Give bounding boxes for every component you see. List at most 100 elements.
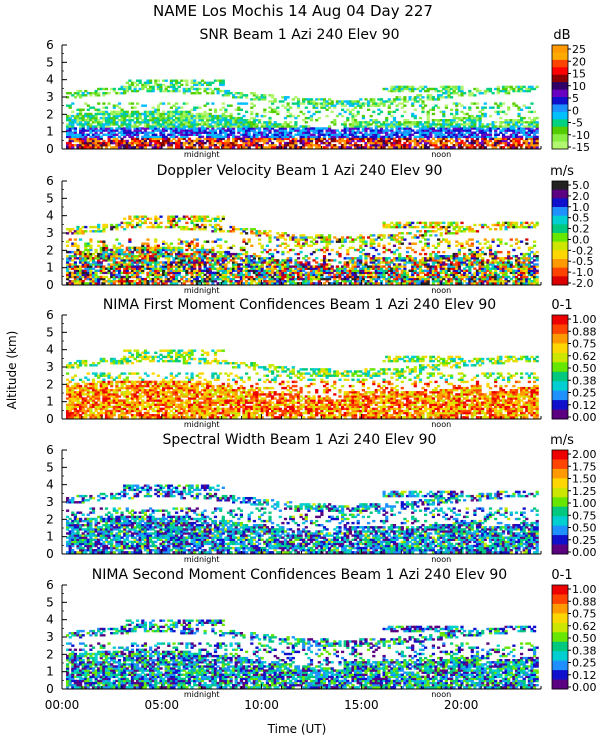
data-cell	[287, 123, 290, 125]
data-cell	[79, 238, 82, 240]
marker-noon: noon	[431, 150, 451, 159]
data-cell	[377, 134, 380, 136]
data-cell	[263, 249, 266, 251]
data-cell	[253, 121, 256, 123]
data-cell	[310, 280, 313, 282]
data-cell	[193, 268, 196, 270]
data-cell	[209, 224, 212, 226]
data-cell	[237, 132, 240, 134]
colorbar-swatch	[552, 60, 568, 68]
colorbar-swatch	[552, 97, 568, 105]
data-cell	[517, 140, 520, 142]
data-cell	[354, 134, 357, 136]
data-cell	[268, 234, 271, 236]
data-cell	[172, 259, 175, 261]
data-cell	[261, 251, 264, 253]
data-cell	[326, 100, 329, 102]
data-cell	[313, 113, 316, 115]
data-cell	[126, 226, 129, 228]
data-cell	[217, 88, 220, 90]
data-cell	[121, 226, 124, 228]
data-cell	[209, 270, 212, 272]
data-cell	[460, 94, 463, 96]
data-cell	[398, 121, 401, 123]
data-cell	[248, 119, 251, 121]
data-cell	[289, 134, 292, 136]
data-cell	[398, 96, 401, 98]
data-cell	[258, 280, 261, 282]
data-cell	[328, 142, 331, 144]
data-cell	[146, 276, 149, 278]
data-cell	[89, 94, 92, 96]
data-cell	[180, 278, 183, 280]
data-cell	[79, 90, 82, 92]
data-cell	[97, 228, 100, 230]
data-cell	[204, 129, 207, 131]
data-cell	[536, 136, 539, 138]
data-cell	[263, 109, 266, 111]
data-cell	[403, 96, 406, 98]
data-cell	[434, 142, 437, 144]
data-cell	[333, 236, 336, 238]
data-cell	[344, 132, 347, 134]
data-cell	[434, 144, 437, 146]
data-cell	[74, 243, 77, 245]
data-cell	[108, 92, 111, 94]
data-cell	[287, 245, 290, 247]
data-cell	[224, 265, 227, 267]
data-cell	[162, 270, 165, 272]
data-cell	[421, 88, 424, 90]
colorbar-swatch	[552, 142, 568, 150]
data-cell	[338, 113, 341, 115]
data-cell	[209, 113, 212, 115]
data-cell	[359, 257, 362, 259]
data-cell	[152, 107, 155, 109]
data-cell	[89, 245, 92, 247]
y-tick-label: 6	[46, 38, 54, 52]
data-cell	[188, 218, 191, 220]
data-cell	[66, 278, 69, 280]
data-cell	[359, 144, 362, 146]
data-cell	[520, 144, 523, 146]
data-cell	[268, 230, 271, 232]
data-cell	[183, 265, 186, 267]
data-cell	[351, 113, 354, 115]
data-cell	[191, 113, 194, 115]
colorbar-label: -10	[572, 129, 590, 142]
data-cell	[336, 115, 339, 117]
data-cell	[463, 92, 466, 94]
data-cell	[271, 142, 274, 144]
data-cell	[227, 261, 230, 263]
data-cell	[409, 144, 412, 146]
data-cell	[362, 115, 365, 117]
data-cell	[533, 111, 536, 113]
data-cell	[362, 105, 365, 107]
data-cell	[154, 241, 157, 243]
data-cell	[146, 123, 149, 125]
data-cell	[217, 218, 220, 220]
data-cell	[515, 123, 518, 125]
data-cell	[528, 117, 531, 119]
data-cell	[287, 96, 290, 98]
data-cell	[266, 245, 269, 247]
data-cell	[445, 105, 448, 107]
data-cell	[152, 88, 155, 90]
data-cell	[536, 140, 539, 142]
data-cell	[447, 90, 450, 92]
data-cell	[279, 245, 282, 247]
data-cell	[214, 129, 217, 131]
data-cell	[196, 238, 199, 240]
data-cell	[209, 146, 212, 148]
data-cell	[302, 100, 305, 102]
data-cell	[191, 249, 194, 251]
data-cell	[211, 249, 214, 251]
data-cell	[344, 282, 347, 284]
data-cell	[136, 257, 139, 259]
data-cell	[185, 102, 188, 104]
data-cell	[276, 111, 279, 113]
data-cell	[196, 278, 199, 280]
data-cell	[445, 144, 448, 146]
data-cell	[162, 111, 165, 113]
data-cell	[227, 136, 230, 138]
data-cell	[292, 98, 295, 100]
